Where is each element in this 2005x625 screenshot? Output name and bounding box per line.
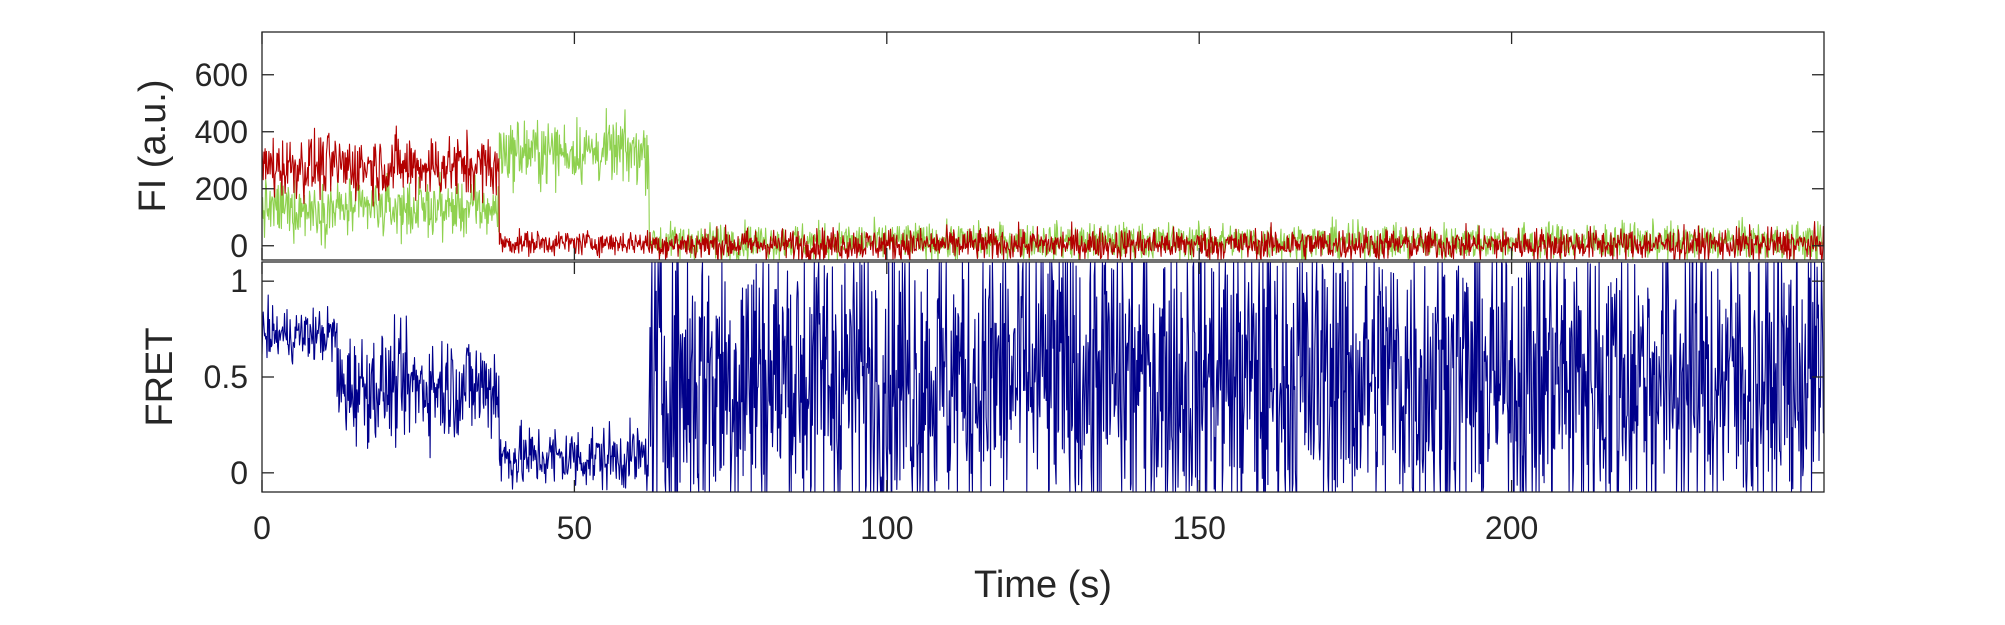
y-tick-label: 200	[195, 171, 248, 207]
fluorescence-y-axis-label: FI (a.u.)	[132, 79, 174, 212]
fluorescence-plot-area	[262, 107, 1824, 260]
fluorescence-axes-frame	[261, 31, 1825, 261]
series-line-0-1	[262, 125, 1824, 260]
x-tick-label: 150	[1173, 510, 1226, 546]
x-tick-label: 100	[860, 510, 913, 546]
y-tick-label: 0	[230, 228, 248, 264]
time-x-axis-label: Time (s)	[974, 564, 1112, 606]
y-tick-label: 1	[230, 263, 248, 299]
fluorescence-y-ticks: 0 200 400 600	[195, 32, 1824, 264]
series-line-1-0	[262, 262, 1824, 492]
fret-plot-area	[262, 262, 1824, 492]
y-tick-label: 400	[195, 114, 248, 150]
fret-y-ticks: 00.51	[204, 263, 1824, 491]
x-tick-label: 200	[1485, 510, 1538, 546]
y-tick-label: 0.5	[204, 359, 248, 395]
fret-panel: 00.51 0 50 100 150 200 FRET Time (s)	[139, 261, 1825, 606]
x-tick-label: 0	[253, 510, 271, 546]
y-tick-label: 0	[230, 455, 248, 491]
x-tick-label: 50	[557, 510, 593, 546]
fret-y-axis-label: FRET	[139, 327, 181, 426]
fluorescence-panel: 0 200 400 600 FI (a.u.)	[132, 31, 1825, 264]
time-x-ticks: 0 50 100 150 200	[253, 262, 1538, 546]
y-tick-label: 600	[195, 57, 248, 93]
